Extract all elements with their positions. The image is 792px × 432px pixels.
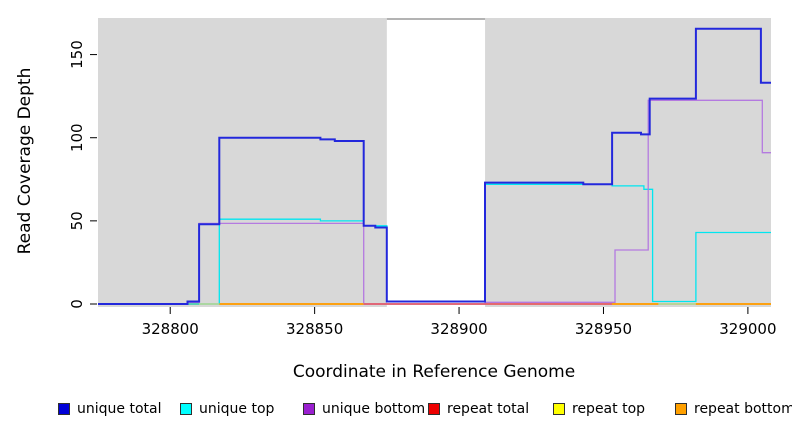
repeat-region-rect bbox=[98, 18, 387, 307]
x-tick-label: 329000 bbox=[719, 320, 776, 338]
legend-item-repeat-top: repeat top bbox=[553, 400, 645, 418]
repeat-region-rect bbox=[485, 18, 771, 307]
x-tick-label: 328950 bbox=[575, 320, 632, 338]
x-axis-title: Coordinate in Reference Genome bbox=[293, 362, 575, 382]
legend-item-unique-top: unique top bbox=[180, 400, 274, 418]
legend-item-unique-total: unique total bbox=[58, 400, 161, 418]
series-line-unique-total bbox=[98, 27, 771, 305]
legend-label: repeat bottom bbox=[694, 401, 792, 417]
y-axis-title: Read Coverage Depth bbox=[15, 68, 35, 255]
legend-label: unique bottom bbox=[322, 401, 426, 417]
legend-swatch-icon bbox=[180, 403, 192, 415]
chart-legend: unique total unique top unique bottom repea… bbox=[0, 400, 792, 424]
legend-swatch-icon bbox=[58, 403, 70, 415]
legend-item-unique-bottom: unique bottom bbox=[303, 400, 425, 418]
legend-label: unique top bbox=[199, 401, 275, 417]
x-tick-label: 328850 bbox=[286, 320, 343, 338]
legend-label: repeat total bbox=[447, 401, 530, 417]
axes: 328800 328850 328900 328950 329000 0 50 100 150 bbox=[68, 40, 777, 338]
legend-swatch-icon bbox=[303, 403, 315, 415]
series-lines bbox=[98, 27, 771, 305]
legend-swatch-icon bbox=[428, 403, 440, 415]
y-tick-label: 150 bbox=[68, 40, 86, 69]
y-tick-label: 100 bbox=[68, 123, 86, 152]
legend-label: unique total bbox=[77, 401, 162, 417]
y-tick-label: 50 bbox=[68, 211, 86, 230]
repeat-region-shading bbox=[98, 18, 771, 307]
y-tick-label: 0 bbox=[68, 299, 86, 309]
x-tick-label: 328900 bbox=[430, 320, 487, 338]
legend-swatch-icon bbox=[553, 403, 565, 415]
legend-swatch-icon bbox=[675, 403, 687, 415]
legend-item-repeat-bottom: repeat bottom bbox=[675, 400, 792, 418]
legend-label: repeat top bbox=[572, 401, 646, 417]
legend-item-repeat-total: repeat total bbox=[428, 400, 529, 418]
x-tick-label: 328800 bbox=[142, 320, 199, 338]
